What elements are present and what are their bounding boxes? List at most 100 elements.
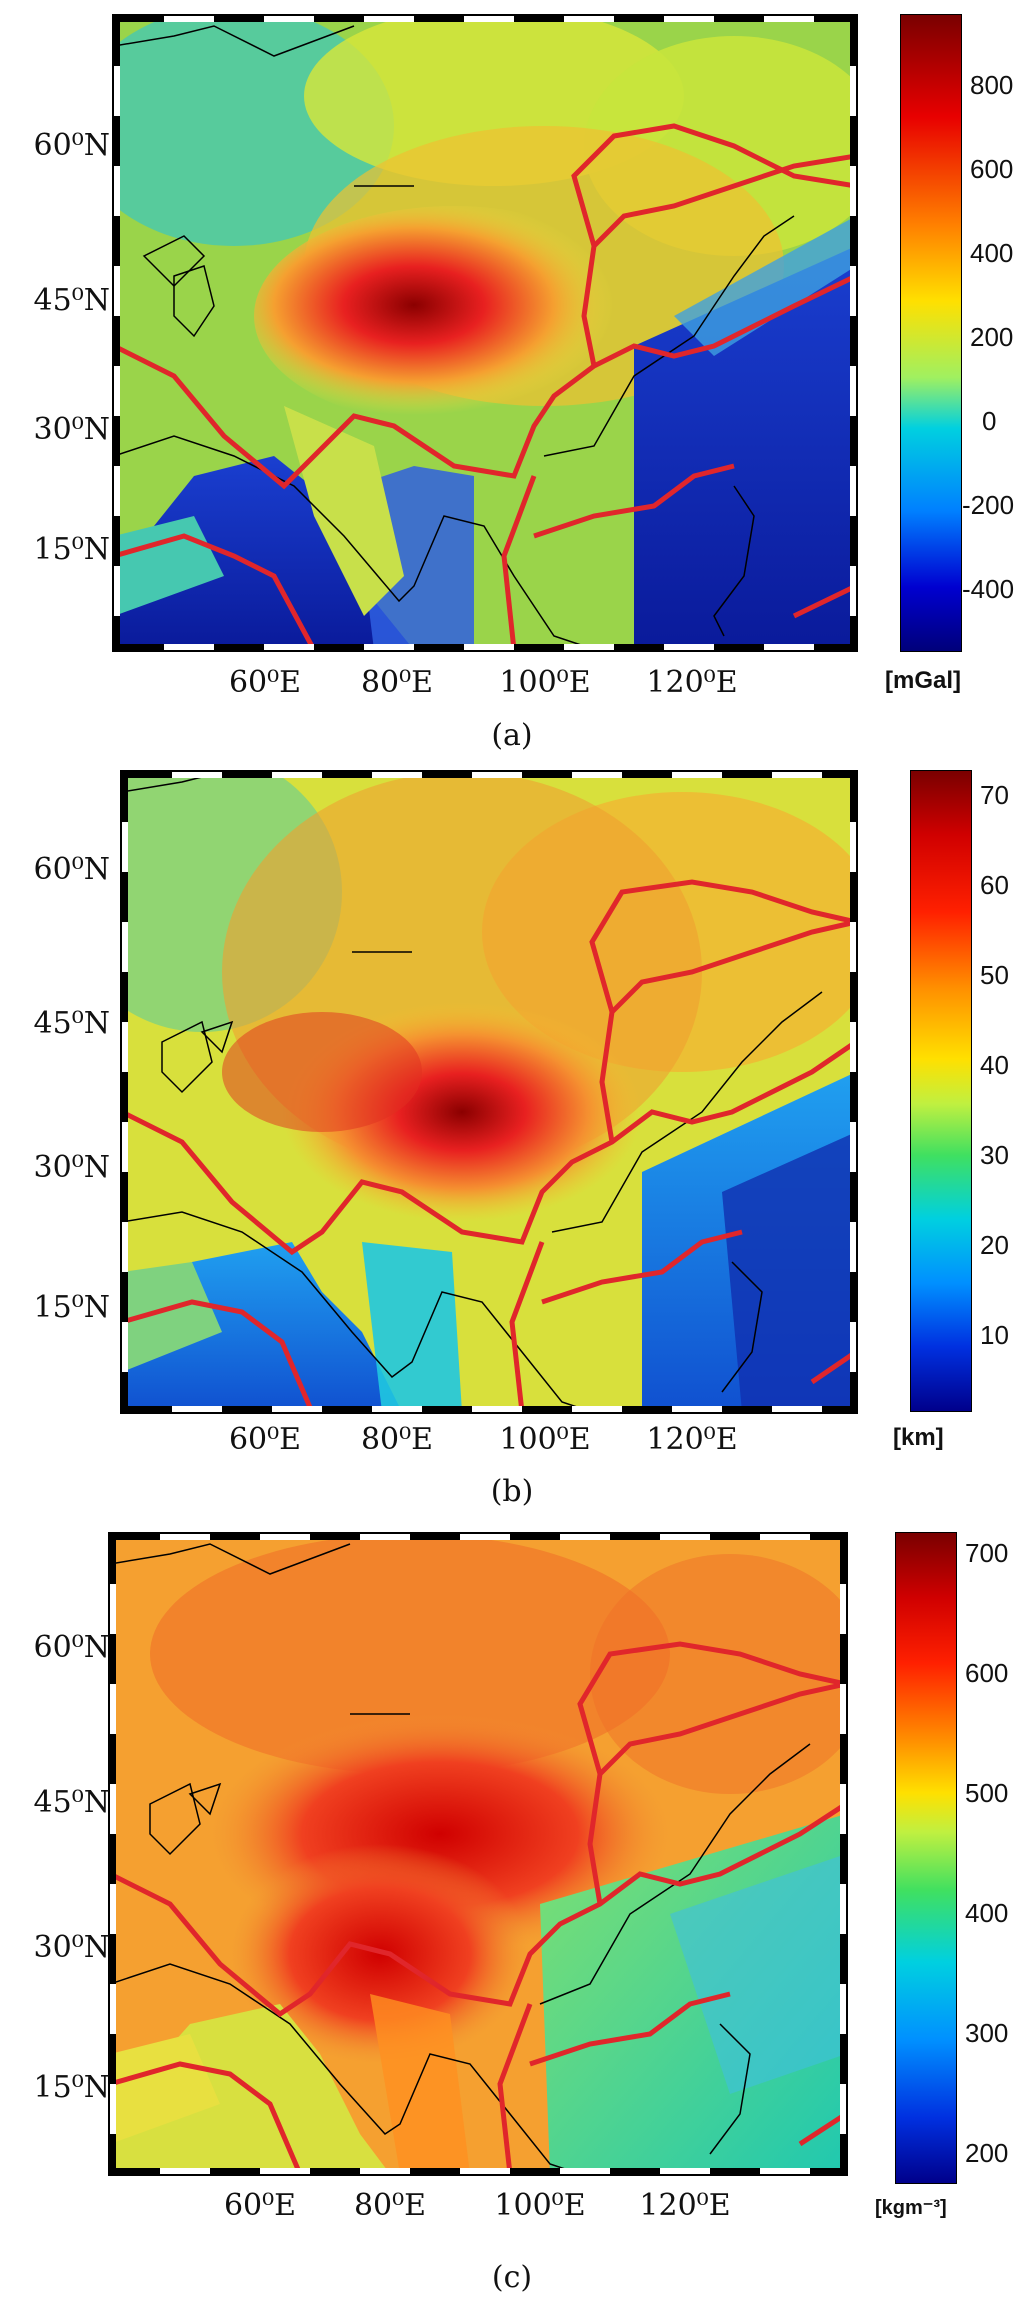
lon-label-80e: 80⁰E [360, 1422, 434, 1457]
lat-label-60n: 60⁰N [33, 852, 110, 887]
frame-tick [850, 266, 856, 316]
frame-tick [372, 772, 422, 778]
frame-tick [114, 416, 120, 466]
frame-tick [722, 772, 772, 778]
frame-tick [840, 1584, 846, 1634]
colorbar-tick: -200 [962, 490, 1015, 520]
colorbar-tick: 600 [970, 154, 1014, 184]
lat-label-60n: 60⁰N [33, 1630, 110, 1665]
map-a-field [114, 16, 856, 650]
frame-tick [310, 1534, 360, 1540]
lat-label-15n: 15⁰N [33, 2070, 110, 2105]
frame-tick [772, 1406, 822, 1412]
frame-tick [110, 1784, 116, 1834]
panel-c: 60⁰N 45⁰N 30⁰N 15⁰N 60⁰E 80⁰E 100⁰E 120⁰… [0, 1520, 1024, 2315]
frame-tick [850, 922, 856, 972]
map-a [112, 14, 858, 652]
frame-tick [422, 772, 472, 778]
frame-tick [850, 16, 856, 66]
frame-tick [360, 1534, 410, 1540]
colorbar-tick: 0 [982, 406, 997, 436]
frame-tick [272, 772, 322, 778]
frame-tick [614, 644, 664, 650]
colorbar-tick: 600 [965, 1658, 1009, 1688]
colorbar-tick: 400 [970, 238, 1014, 268]
frame-tick [850, 466, 856, 516]
colorbar-unit: [km] [893, 1424, 944, 1451]
frame-tick [114, 66, 120, 116]
frame-tick [114, 16, 120, 66]
frame-tick [122, 1406, 172, 1412]
frame-tick [840, 1684, 846, 1734]
frame-tick [850, 66, 856, 116]
frame-tick [660, 1534, 710, 1540]
frame-tick [722, 1406, 772, 1412]
frame-tick [122, 1172, 128, 1222]
frame-tick [414, 16, 464, 22]
lon-label-60e: 60⁰E [228, 1422, 302, 1457]
panel-b: 60⁰N 45⁰N 30⁰N 15⁰N 60⁰E 80⁰E 100⁰E 120⁰… [0, 760, 1024, 1520]
lat-label-45n: 45⁰N [33, 1785, 110, 1820]
frame-tick [114, 516, 120, 566]
frame-tick [410, 1534, 460, 1540]
frame-tick [614, 16, 664, 22]
frame-tick [622, 1406, 672, 1412]
frame-tick [850, 1372, 856, 1412]
frame-tick [110, 1584, 116, 1634]
frame-tick [810, 2168, 846, 2174]
lon-label-100e: 100⁰E [494, 2188, 586, 2223]
frame-tick [622, 772, 672, 778]
frame-tick [214, 644, 264, 650]
lon-label-80e: 80⁰E [360, 665, 434, 700]
frame-tick [310, 2168, 360, 2174]
lon-label-120e: 120⁰E [646, 1422, 738, 1457]
colorbar-tick: 700 [965, 1538, 1009, 1568]
frame-tick [464, 644, 514, 650]
frame-tick [160, 2168, 210, 2174]
frame-tick [522, 1406, 572, 1412]
frame-tick [214, 16, 264, 22]
colorbar-tick: 400 [965, 1898, 1009, 1928]
frame-tick [260, 1534, 310, 1540]
frame-tick [850, 616, 856, 650]
caption-c: (c) [491, 2260, 533, 2295]
frame-tick [850, 1222, 856, 1272]
frame-tick [414, 644, 464, 650]
map-frame-ticks [110, 1534, 846, 2174]
frame-tick [122, 1372, 128, 1412]
frame-tick [460, 2168, 510, 2174]
colorbar-b [910, 770, 972, 1412]
frame-tick [560, 1534, 610, 1540]
frame-tick [522, 772, 572, 778]
frame-tick [164, 644, 214, 650]
lat-label-15n: 15⁰N [33, 532, 110, 567]
frame-tick [850, 1122, 856, 1172]
frame-tick [114, 166, 120, 216]
frame-tick [840, 2084, 846, 2134]
frame-tick [850, 772, 856, 822]
frame-tick [814, 644, 856, 650]
frame-tick [560, 2168, 610, 2174]
frame-tick [122, 1222, 128, 1272]
frame-tick [114, 316, 120, 366]
frame-tick [714, 644, 764, 650]
frame-tick [122, 872, 128, 922]
frame-tick [110, 1984, 116, 2034]
frame-tick [114, 366, 120, 416]
frame-tick [114, 644, 164, 650]
lon-label-60e: 60⁰E [228, 665, 302, 700]
frame-tick [422, 1406, 472, 1412]
frame-tick [122, 1072, 128, 1122]
lat-label-60n: 60⁰N [33, 128, 110, 163]
lat-label-30n: 30⁰N [33, 412, 110, 447]
lon-label-120e: 120⁰E [646, 665, 738, 700]
frame-tick [110, 1634, 116, 1684]
frame-tick [364, 16, 414, 22]
frame-tick [840, 1784, 846, 1834]
frame-tick [764, 644, 814, 650]
frame-tick [360, 2168, 410, 2174]
frame-tick [840, 2134, 846, 2174]
frame-tick [122, 822, 128, 872]
lon-label-120e: 120⁰E [639, 2188, 731, 2223]
map-b-field [122, 772, 856, 1412]
